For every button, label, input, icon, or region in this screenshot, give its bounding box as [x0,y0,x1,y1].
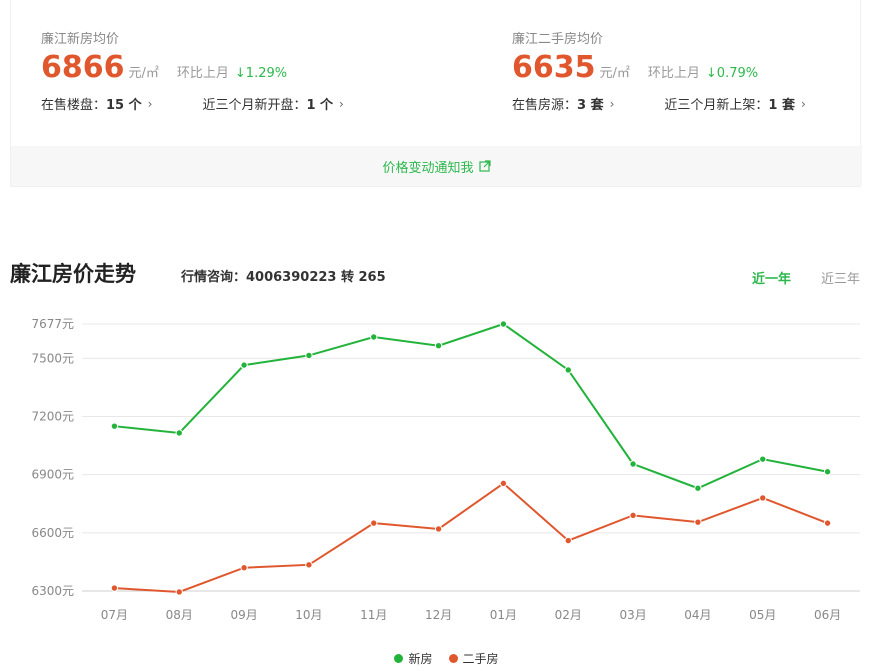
price-change-notify-button[interactable]: 价格变动通知我 [11,146,862,186]
second-house-listings-value: 3 套 [577,98,604,113]
new-house-panel: 廉江新房均价 6866 元/㎡ 环比上月 ↓1.29% 在售楼盘： 15 个 ›… [41,28,344,113]
data-point-second-house [564,536,572,545]
data-point-new-house [305,351,313,360]
hotline-text: 行情咨询：4006390223 转 265 [181,270,386,285]
x-tick-label: 01月 [490,608,517,622]
data-point-new-house [370,333,378,341]
x-tick-label: 10月 [295,608,322,622]
data-point-new-house [175,429,183,437]
y-tick-label: 7200元 [31,409,74,423]
data-point-second-house [434,525,443,533]
chevron-right-icon: › [801,96,806,111]
x-tick-label: 06月 [814,608,841,622]
chevron-right-icon: › [609,96,615,111]
second-house-price: 6635 [512,50,596,85]
new-house-price-unit: 元/㎡ [128,66,159,81]
data-point-second-house [175,588,183,596]
y-tick-label: 6300元 [31,584,74,598]
chevron-right-icon: › [339,96,344,111]
new-house-mom-label: 环比上月 [176,66,229,81]
data-point-new-house [240,361,248,369]
data-point-second-house [694,518,702,526]
x-tick-label: 08月 [166,608,193,622]
data-point-second-house [823,519,832,527]
data-point-second-house [305,561,313,569]
new-house-on-sale-value: 15 个 [106,98,142,113]
legend-item-second-house[interactable]: 二手房 [448,650,499,667]
x-tick-label: 11月 [360,608,387,622]
new-house-recent-open-link[interactable]: 近三个月新开盘： 1 个 › [202,94,344,114]
new-house-on-sale-link[interactable]: 在售楼盘： 15 个 › [41,94,153,114]
second-house-recent-listed-link[interactable]: 近三个月新上架： 1 套 › [664,94,806,114]
y-tick-label: 6900元 [31,468,74,482]
data-point-new-house [694,484,702,492]
y-tick-label: 7500元 [31,351,74,365]
trend-title: 廉江房价走势 [10,262,136,286]
price-summary-card: 廉江新房均价 6866 元/㎡ 环比上月 ↓1.29% 在售楼盘： 15 个 ›… [10,0,862,187]
y-tick-label: 7677元 [31,317,74,331]
second-house-panel: 廉江二手房均价 6635 元/㎡ 环比上月 ↓0.79% 在售房源： 3 套 ›… [512,28,806,113]
series-line-second-house [114,482,828,593]
x-tick-label: 03月 [619,608,646,622]
external-link-icon [478,160,491,172]
data-point-second-house [759,494,767,502]
tab-one-year[interactable]: 近一年 [751,272,791,287]
legend-item-new-house[interactable]: 新房 [394,650,433,667]
data-point-second-house [629,511,637,520]
data-point-second-house [240,564,248,572]
x-tick-label: 05月 [749,608,776,622]
y-tick-label: 6600元 [31,526,74,540]
data-point-new-house [629,460,637,468]
price-trend-chart: 6300元 6600元 6900元 7200元 7500元 7677元 07月 08月 09月 1… [31,317,860,622]
data-point-new-house [434,342,443,350]
new-house-recent-open-label: 近三个月新开盘： [202,98,307,113]
second-house-price-label: 廉江二手房均价 [512,32,604,47]
legend-label-second-house: 二手房 [462,652,499,666]
second-house-mom-label: 环比上月 [647,66,700,81]
legend-dot-new-house [394,654,404,663]
x-tick-label: 07月 [101,608,128,622]
data-point-new-house [564,366,572,374]
new-house-on-sale-label: 在售楼盘： [41,98,107,113]
second-house-listings-label: 在售房源： [512,98,578,113]
chart-legend: 新房 二手房 [0,650,893,667]
x-tick-label: 12月 [425,608,452,622]
range-tabs: 近一年 近三年 [722,268,860,287]
data-point-new-house [759,455,767,463]
legend-label-new-house: 新房 [408,652,433,666]
x-tick-label: 09月 [230,608,257,622]
new-house-recent-open-value: 1 个 [306,98,334,113]
second-house-recent-listed-label: 近三个月新上架： [664,98,769,113]
data-point-new-house [823,468,832,476]
second-house-recent-listed-value: 1 套 [768,98,795,113]
tab-three-years[interactable]: 近三年 [820,272,860,287]
data-point-second-house [499,479,508,488]
new-house-price: 6866 [41,50,125,85]
data-point-second-house [110,584,119,592]
notify-label: 价格变动通知我 [382,160,474,176]
data-point-new-house [499,320,508,328]
data-point-second-house [370,519,378,527]
x-tick-label: 02月 [555,608,582,622]
new-house-price-label: 廉江新房均价 [41,32,120,47]
series-line-new-house [114,322,828,490]
chevron-right-icon: › [147,96,153,111]
second-house-mom-value: ↓0.79% [705,66,759,81]
x-tick-label: 04月 [684,608,711,622]
legend-dot-second-house [448,654,458,663]
data-point-new-house [110,422,119,430]
new-house-mom-value: ↓1.29% [234,66,288,81]
second-house-price-unit: 元/㎡ [599,66,630,81]
second-house-listings-link[interactable]: 在售房源： 3 套 › [512,94,615,114]
